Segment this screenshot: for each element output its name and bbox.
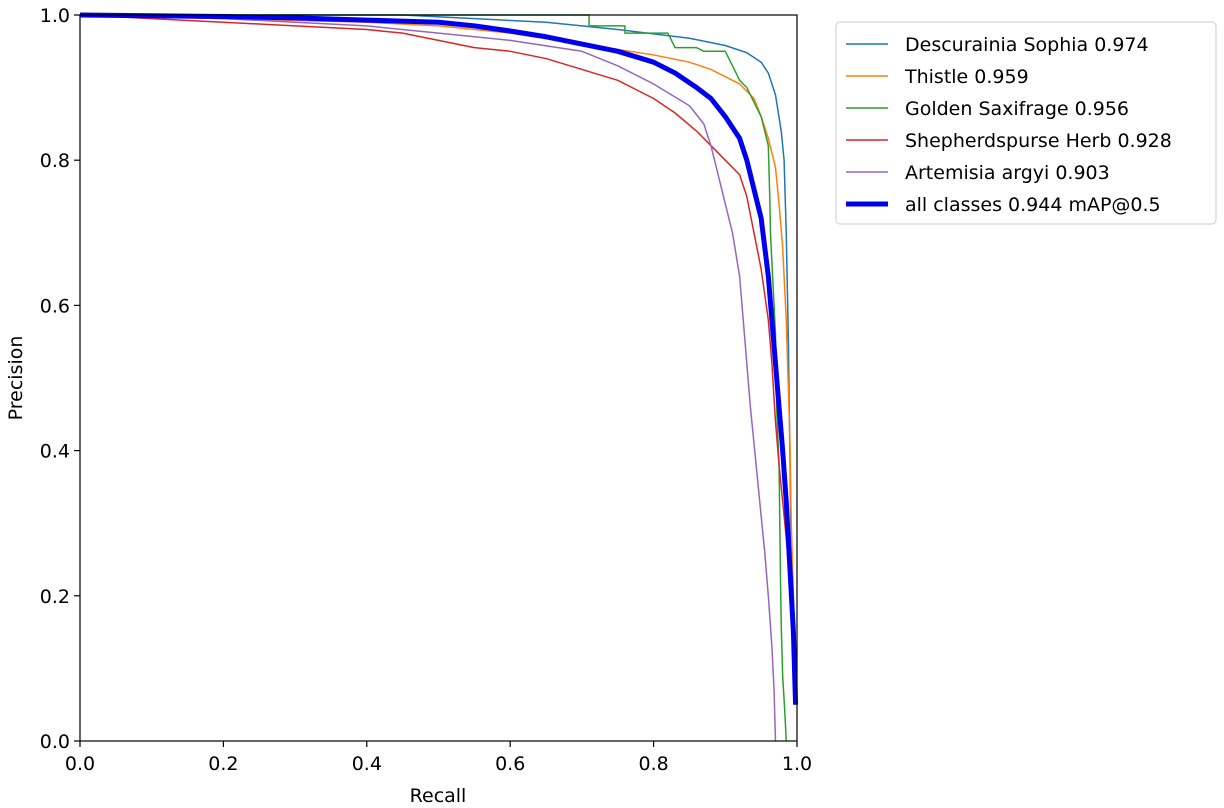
x-tick-label: 0.6 xyxy=(495,753,525,775)
y-axis-label: Precision xyxy=(5,336,27,421)
plot-frame xyxy=(79,14,798,742)
legend-label: all classes 0.944 mAP@0.5 xyxy=(905,194,1161,216)
legend-box xyxy=(835,21,1217,225)
y-axis-ticks: 0.0 0.2 0.4 0.6 0.8 1.0 xyxy=(40,5,80,753)
legend-label: Artemisia argyi 0.903 xyxy=(905,162,1110,184)
series-line-2 xyxy=(80,14,787,742)
y-tick-label: 0.4 xyxy=(40,441,70,463)
x-axis-label: Recall xyxy=(410,785,467,807)
legend-label: Thistle 0.959 xyxy=(904,66,1029,88)
series-line-1 xyxy=(79,14,796,654)
y-tick-label: 0.8 xyxy=(40,150,70,172)
y-tick-label: 0.0 xyxy=(40,731,70,753)
legend-label: Golden Saxifrage 0.956 xyxy=(905,98,1129,120)
series-line-0 xyxy=(80,14,796,705)
x-tick-label: 0.0 xyxy=(65,753,95,775)
y-tick-label: 0.6 xyxy=(40,295,70,317)
series-layer xyxy=(79,12,799,742)
y-tick-label: 1.0 xyxy=(40,5,70,27)
series-line-5 xyxy=(79,12,799,705)
x-tick-label: 0.2 xyxy=(208,753,238,775)
legend-label: Shepherdspurse Herb 0.928 xyxy=(905,130,1172,152)
series-line-3 xyxy=(79,14,797,705)
x-tick-label: 0.4 xyxy=(352,753,382,775)
series-line-4 xyxy=(79,14,777,742)
x-tick-label: 1.0 xyxy=(782,753,812,775)
legend-label: Descurainia Sophia 0.974 xyxy=(905,34,1149,56)
legend: Descurainia Sophia 0.974 Thistle 0.959 Gol… xyxy=(835,21,1217,225)
x-axis-ticks: 0.0 0.2 0.4 0.6 0.8 1.0 xyxy=(65,741,812,775)
y-tick-label: 0.2 xyxy=(40,586,70,608)
x-tick-label: 0.8 xyxy=(638,753,668,775)
